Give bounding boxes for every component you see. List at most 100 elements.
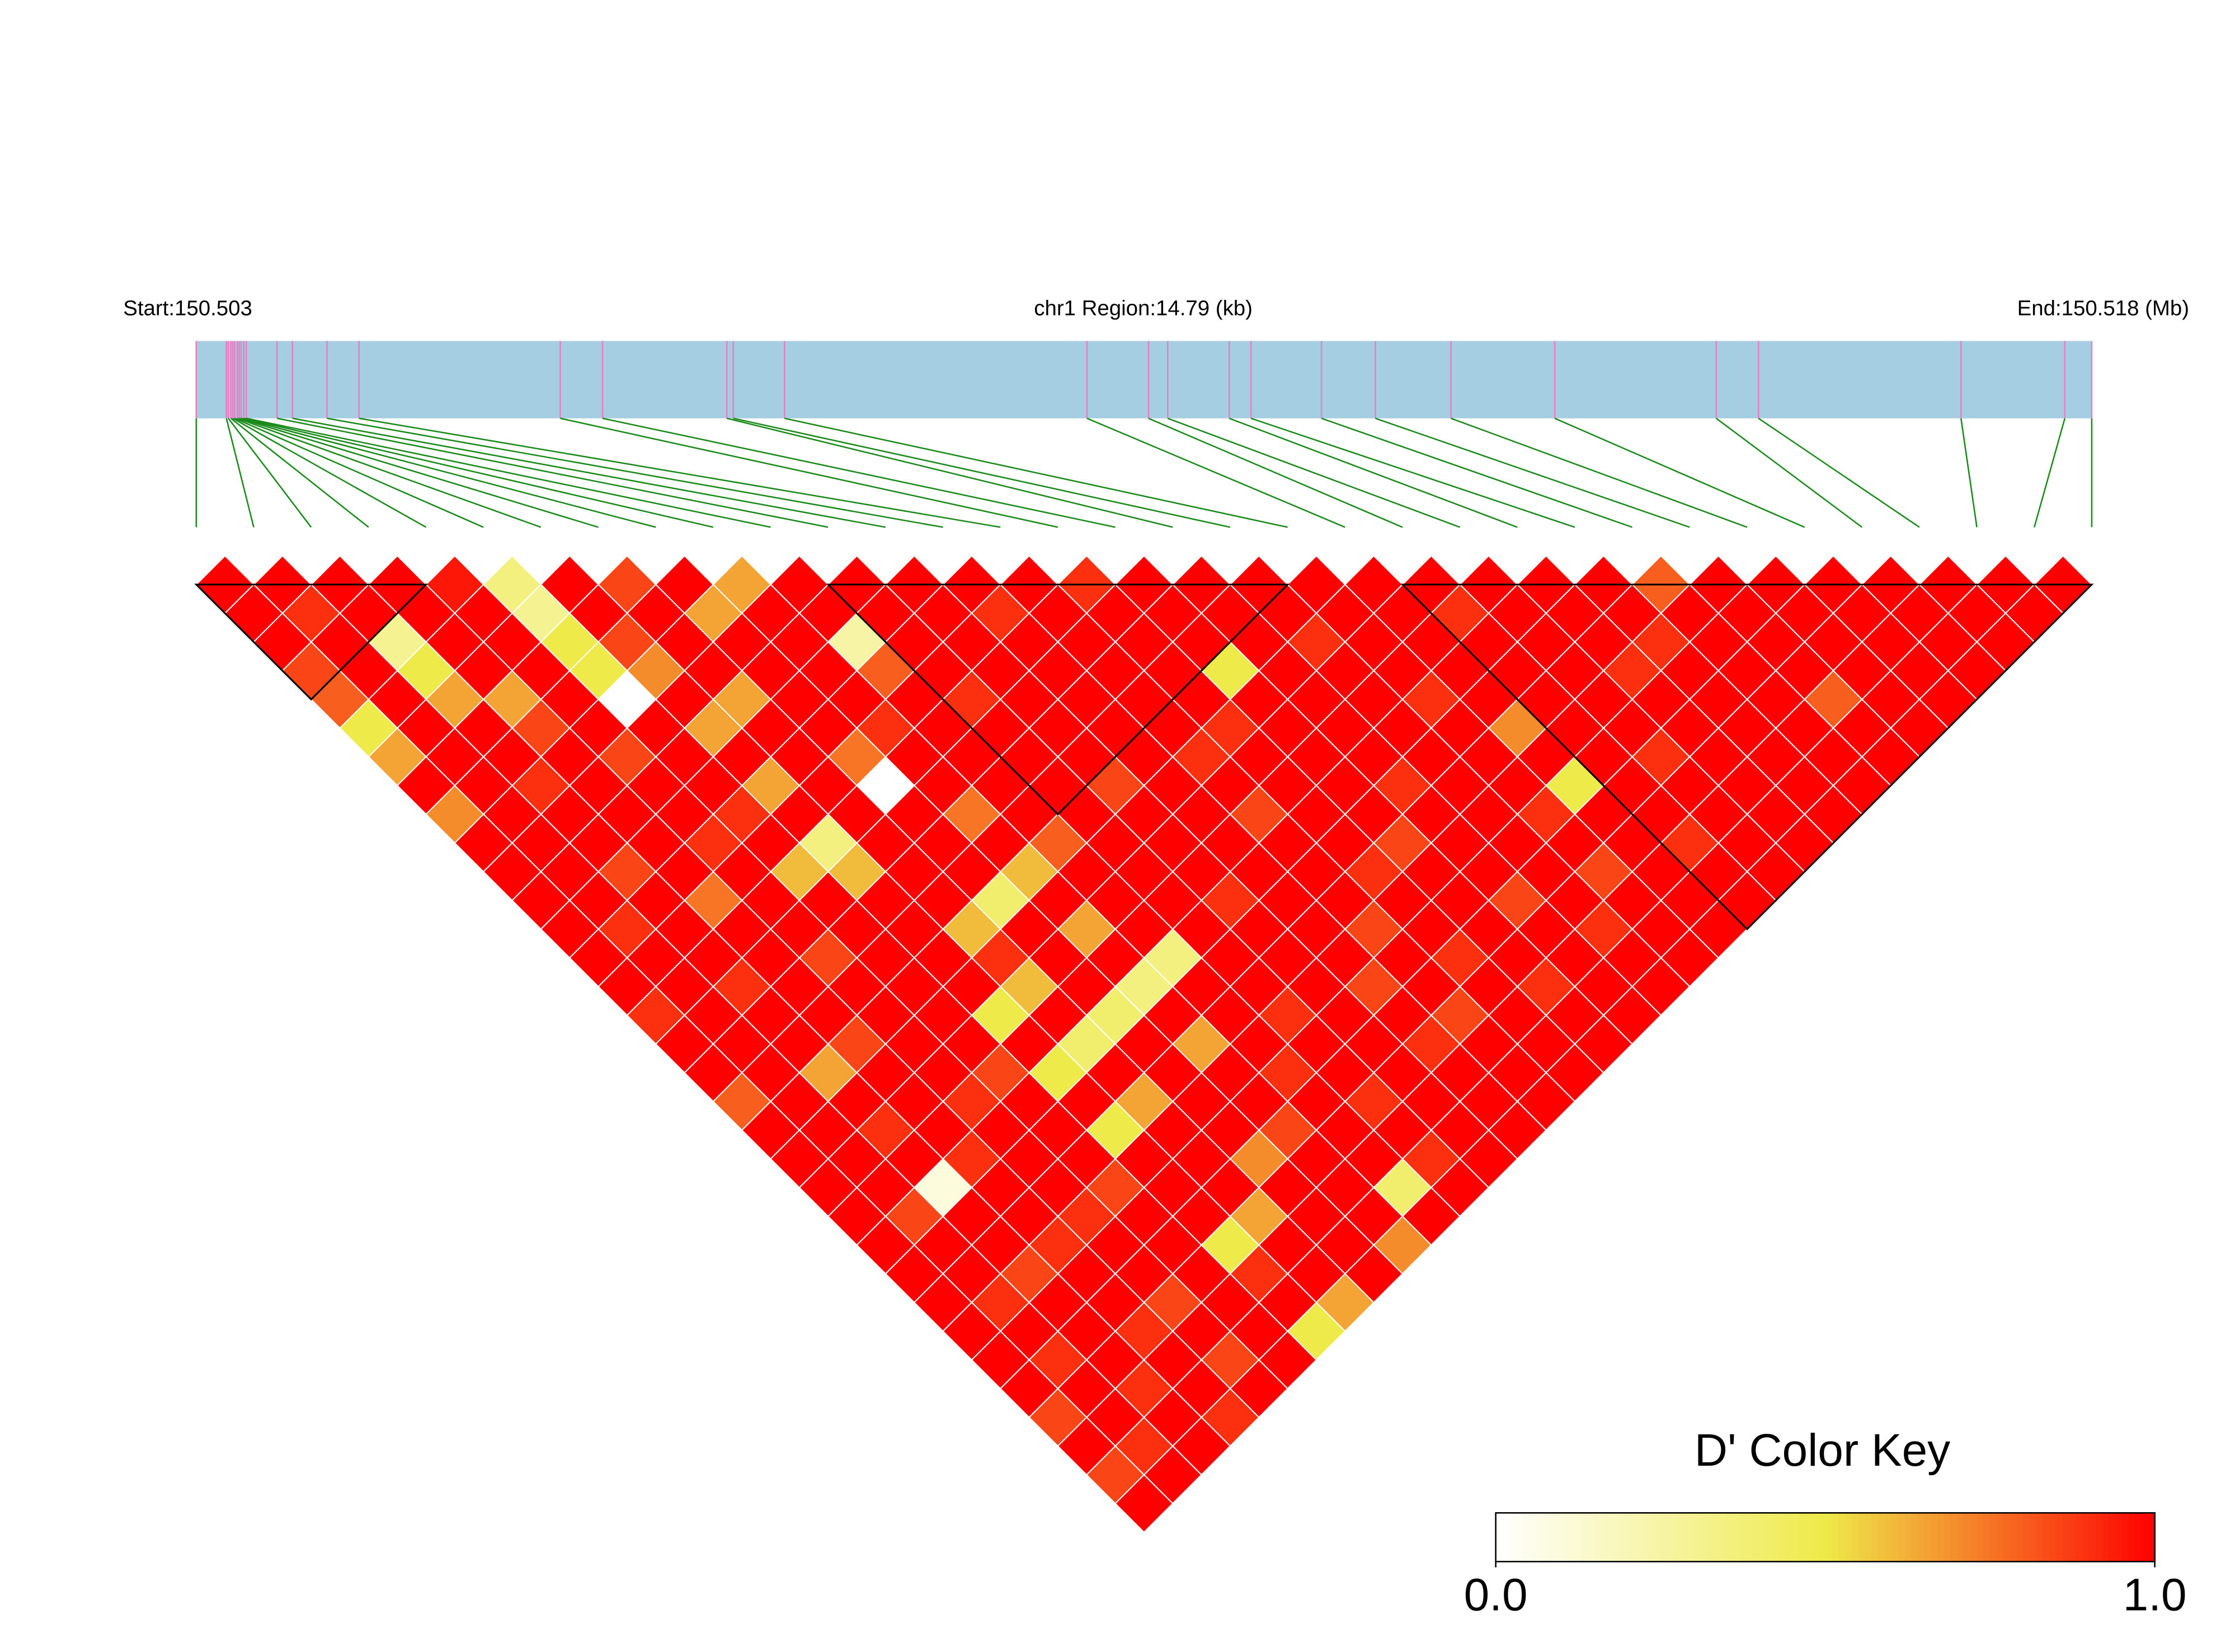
key-swatch bbox=[1528, 1513, 1536, 1562]
key-swatch bbox=[1990, 1513, 1998, 1562]
key-swatch bbox=[2036, 1513, 2044, 1562]
region-bar bbox=[196, 341, 2092, 418]
key-swatch bbox=[2062, 1513, 2070, 1562]
key-tick-label: 0.0 bbox=[1464, 1569, 1528, 1620]
key-swatch bbox=[1977, 1513, 1984, 1562]
key-swatch bbox=[1799, 1513, 1806, 1562]
snp-connector bbox=[1148, 417, 1403, 528]
snp-connector bbox=[234, 417, 484, 528]
key-swatch bbox=[1931, 1513, 1938, 1562]
start-label: Start:150.503 bbox=[123, 296, 252, 320]
haplotype-block bbox=[194, 583, 429, 701]
region-label: chr1 Region:14.79 (kb) bbox=[1034, 296, 1253, 320]
key-swatch bbox=[2022, 1513, 2031, 1562]
key-swatch bbox=[1673, 1513, 1681, 1562]
key-swatch bbox=[1858, 1513, 1866, 1562]
end-label: End:150.518 (Mb) bbox=[2017, 296, 2189, 320]
key-swatch bbox=[1884, 1513, 1892, 1562]
key-swatch bbox=[1865, 1513, 1872, 1562]
key-swatch bbox=[1996, 1513, 2004, 1562]
key-swatch bbox=[1568, 1513, 1576, 1562]
key-swatch bbox=[1522, 1513, 1530, 1562]
snp-connector bbox=[784, 417, 1288, 528]
key-swatch bbox=[1495, 1513, 1503, 1562]
snp-connector bbox=[1321, 417, 1632, 528]
key-swatch bbox=[1970, 1513, 1978, 1562]
snp-connector bbox=[225, 418, 255, 528]
key-swatch bbox=[1753, 1513, 1761, 1562]
key-swatch bbox=[1779, 1513, 1787, 1562]
key-swatch bbox=[1693, 1513, 1701, 1562]
key-swatch bbox=[1904, 1513, 1912, 1562]
key-swatch bbox=[2076, 1513, 2083, 1562]
key-swatch bbox=[1607, 1513, 1615, 1562]
key-swatch bbox=[1792, 1513, 1800, 1562]
key-swatch bbox=[1983, 1513, 1991, 1562]
key-swatch bbox=[1700, 1513, 1707, 1562]
key-swatch bbox=[1851, 1513, 1859, 1562]
key-swatch bbox=[1720, 1513, 1728, 1562]
key-swatch bbox=[1581, 1513, 1589, 1562]
snp-connector bbox=[1250, 417, 1575, 528]
key-swatch bbox=[1535, 1513, 1543, 1562]
key-swatch bbox=[1812, 1513, 1820, 1562]
key-swatch bbox=[2121, 1513, 2129, 1562]
key-swatch bbox=[1766, 1513, 1773, 1562]
key-swatch bbox=[1937, 1513, 1945, 1562]
snp-connector bbox=[1554, 417, 1805, 528]
key-swatch bbox=[1687, 1513, 1695, 1562]
key-swatch bbox=[2010, 1513, 2017, 1562]
snp-connector bbox=[292, 417, 886, 528]
key-swatch bbox=[1614, 1513, 1622, 1562]
snp-connector bbox=[1960, 418, 1978, 528]
snp-connector bbox=[243, 417, 714, 528]
key-swatch bbox=[1917, 1513, 1925, 1562]
key-swatch bbox=[2095, 1513, 2103, 1562]
key-swatch bbox=[1832, 1513, 1839, 1562]
key-swatch bbox=[1594, 1513, 1602, 1562]
key-swatch bbox=[1950, 1513, 1958, 1562]
key-swatch bbox=[1706, 1513, 1714, 1562]
snp-connector bbox=[1715, 417, 1863, 528]
key-swatch bbox=[1871, 1513, 1879, 1562]
key-swatch bbox=[1898, 1513, 1905, 1562]
key-swatch bbox=[1634, 1513, 1642, 1562]
snp-connector bbox=[241, 417, 656, 528]
key-swatch bbox=[2016, 1513, 2024, 1562]
key-swatch bbox=[2128, 1513, 2136, 1562]
snp-connector bbox=[1451, 417, 1748, 528]
snp-connector bbox=[1086, 417, 1345, 528]
snp-connector bbox=[276, 417, 829, 528]
key-swatch bbox=[1733, 1513, 1740, 1562]
key-swatch bbox=[2049, 1513, 2057, 1562]
key-swatch bbox=[2069, 1513, 2077, 1562]
key-swatch bbox=[2142, 1513, 2149, 1562]
key-swatch bbox=[1713, 1513, 1721, 1562]
key-swatch bbox=[1772, 1513, 1780, 1562]
key-swatch bbox=[1548, 1513, 1556, 1562]
key-swatch bbox=[1785, 1513, 1793, 1562]
key-swatch bbox=[1601, 1513, 1609, 1562]
ld-cell bbox=[1114, 1474, 1174, 1533]
key-swatch bbox=[1555, 1513, 1563, 1562]
snp-connector bbox=[327, 417, 943, 528]
key-swatch bbox=[2003, 1513, 2011, 1562]
key-swatch bbox=[1640, 1513, 1648, 1562]
haplotype-block bbox=[1400, 583, 2094, 931]
snp-connector bbox=[232, 417, 427, 528]
key-title: D' Color Key bbox=[1695, 1425, 1950, 1476]
key-swatch bbox=[2115, 1513, 2123, 1562]
snp-connector bbox=[359, 417, 1001, 528]
key-swatch bbox=[1878, 1513, 1885, 1562]
key-swatch bbox=[2135, 1513, 2143, 1562]
snp-connector bbox=[733, 417, 1231, 528]
snp-connector bbox=[228, 418, 312, 528]
key-swatch bbox=[1588, 1513, 1596, 1562]
key-swatch bbox=[1891, 1513, 1899, 1562]
key-swatch bbox=[2088, 1513, 2096, 1562]
key-swatch bbox=[1924, 1513, 1932, 1562]
snp-connector bbox=[602, 417, 1116, 528]
snp-connector bbox=[1167, 417, 1461, 528]
haplotype-block bbox=[826, 583, 1290, 816]
